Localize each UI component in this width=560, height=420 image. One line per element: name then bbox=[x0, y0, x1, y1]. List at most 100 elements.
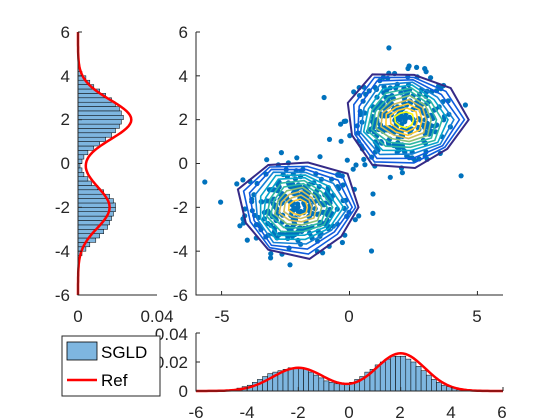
scatter-point bbox=[298, 208, 304, 215]
scatter-point bbox=[402, 114, 408, 121]
contour-line bbox=[262, 176, 340, 237]
histogram-bar bbox=[77, 128, 116, 134]
contour-line bbox=[287, 198, 309, 217]
joint-xtick-label: 5 bbox=[472, 307, 481, 326]
scatter-point bbox=[339, 239, 345, 246]
joint-ytick-label: -6 bbox=[173, 286, 188, 305]
histogram-bar bbox=[77, 158, 83, 164]
joint-ytick-label: 4 bbox=[179, 67, 188, 86]
scatter-point bbox=[268, 251, 274, 257]
scatter-point bbox=[291, 205, 297, 211]
marginal-y-ytick-label: 4 bbox=[61, 67, 70, 86]
scatter-point bbox=[406, 114, 413, 120]
histogram-bar bbox=[287, 367, 294, 392]
marginal-x-xtick-label: 2 bbox=[395, 403, 404, 420]
histogram-bar bbox=[333, 383, 340, 392]
scatter-point bbox=[399, 170, 405, 176]
contour-line bbox=[278, 190, 318, 223]
histogram-bar bbox=[426, 374, 432, 392]
contour-line bbox=[248, 168, 354, 250]
contour-line bbox=[389, 107, 419, 133]
contour-line bbox=[385, 102, 423, 137]
scatter-point bbox=[264, 157, 270, 163]
density-contours bbox=[236, 73, 470, 260]
scatter-point bbox=[352, 217, 358, 223]
joint-ytick-label: 0 bbox=[179, 154, 188, 173]
joint-panel: -5 0 5 6 4 2 0 -2 -4 -6 bbox=[173, 23, 503, 326]
histogram-bar bbox=[323, 380, 330, 392]
scatter-point bbox=[362, 162, 368, 168]
contour-line bbox=[362, 84, 449, 152]
histogram-bar bbox=[303, 369, 309, 392]
contour-line bbox=[273, 186, 323, 226]
contour-line bbox=[283, 194, 313, 220]
histogram-bar bbox=[441, 384, 447, 392]
scatter-point bbox=[244, 237, 250, 243]
contour-line bbox=[352, 76, 466, 164]
joint-ytick-label: -4 bbox=[173, 242, 188, 261]
joint-ytick-label: 2 bbox=[179, 110, 188, 129]
marginal-y-histogram bbox=[77, 66, 124, 261]
marginal-x-xtick-label: -4 bbox=[239, 403, 254, 420]
scatter-point bbox=[321, 94, 327, 101]
marginal-x-xtick-label: -2 bbox=[290, 403, 305, 420]
joint-ytick-label: -2 bbox=[173, 198, 188, 217]
histogram-bar bbox=[77, 115, 124, 120]
scatter-point bbox=[294, 155, 300, 161]
marginal-x-xtick-label: 0 bbox=[344, 403, 353, 420]
histogram-bar bbox=[77, 141, 100, 147]
scatter-point bbox=[218, 199, 224, 205]
histogram-bar bbox=[379, 361, 386, 392]
marginal-y-ytick-label: -6 bbox=[55, 286, 70, 305]
histogram-bar bbox=[308, 371, 314, 392]
marginal-x-ytick-label: 0 bbox=[179, 382, 188, 401]
histogram-bar bbox=[77, 132, 112, 138]
scatter-point bbox=[240, 177, 246, 183]
contour-line bbox=[346, 73, 470, 170]
scatter-point bbox=[356, 213, 362, 219]
marginal-y-ytick-label: 2 bbox=[61, 110, 70, 129]
scatter-point bbox=[361, 156, 367, 162]
scatter-point bbox=[295, 204, 301, 210]
histogram-bar bbox=[390, 355, 396, 392]
contour-line bbox=[242, 165, 357, 255]
histogram-bar bbox=[431, 379, 437, 392]
histogram-bar bbox=[77, 150, 89, 156]
scatter-point bbox=[317, 154, 323, 160]
histogram-bar bbox=[77, 172, 85, 177]
histogram-bar bbox=[328, 382, 335, 392]
contour-line bbox=[259, 174, 345, 241]
contour-line bbox=[359, 81, 455, 156]
histogram-bar bbox=[436, 382, 442, 392]
scatter-point bbox=[458, 173, 464, 179]
histogram-bar bbox=[292, 367, 299, 392]
joint-axes bbox=[195, 32, 503, 296]
scatter-point bbox=[350, 166, 356, 172]
histogram-bar bbox=[318, 377, 325, 392]
scatter-point bbox=[370, 210, 376, 216]
contour-line bbox=[356, 78, 461, 160]
marginal-x-panel: 0.04 0.02 0 -6 -4 -2 0 2 4 6 bbox=[155, 325, 507, 420]
scatter-point bbox=[237, 223, 243, 229]
marginal-x-xtick-label: 4 bbox=[446, 403, 455, 420]
histogram-bar bbox=[77, 106, 120, 112]
scatter-point bbox=[344, 157, 350, 163]
marginal-y-axes bbox=[77, 32, 157, 296]
scatter-point bbox=[285, 235, 291, 241]
histogram-bar bbox=[77, 110, 122, 116]
marginal-x-histogram bbox=[231, 355, 468, 392]
histogram-bar bbox=[400, 355, 407, 392]
joint-xtick-label: -5 bbox=[214, 307, 229, 326]
scatter-point bbox=[338, 121, 344, 127]
histogram-bar bbox=[298, 367, 304, 392]
histogram-bar bbox=[77, 136, 106, 142]
scatter-point bbox=[370, 191, 376, 197]
histogram-bar bbox=[395, 355, 401, 392]
histogram-bar bbox=[313, 374, 320, 392]
histogram-bar bbox=[405, 358, 412, 392]
legend-swatch-sgld bbox=[66, 341, 98, 361]
scatter-point bbox=[268, 255, 274, 261]
scatter-point bbox=[462, 102, 468, 108]
histogram-bar bbox=[77, 229, 104, 234]
